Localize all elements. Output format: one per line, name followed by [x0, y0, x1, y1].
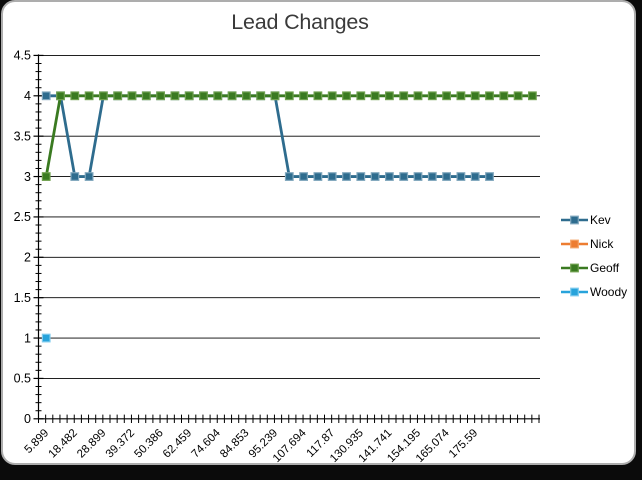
axes[interactable] — [33, 54, 541, 423]
series-marker — [385, 172, 394, 181]
series-marker — [227, 91, 237, 101]
legend-label: Woody — [590, 284, 628, 299]
legend-swatch-icon — [561, 215, 588, 224]
series-marker — [485, 172, 494, 181]
series-marker — [184, 91, 194, 101]
series-marker — [98, 91, 108, 101]
x-axis-label: 74.604 — [190, 427, 224, 461]
series-marker — [442, 91, 451, 101]
series-marker — [41, 91, 51, 101]
series-marker — [527, 91, 537, 101]
legend-label: Nick — [590, 236, 614, 251]
series-marker — [499, 91, 509, 101]
series-marker — [284, 172, 294, 181]
series-marker — [413, 91, 423, 101]
y-axis-label: 1 — [24, 331, 31, 345]
chart-legend: Kev Nick Geoff Woody — [561, 213, 639, 309]
y-axis-label: 4.5 — [14, 49, 31, 63]
y-axis-label: 3 — [24, 170, 31, 184]
series-marker — [242, 91, 251, 101]
y-axis-labels[interactable]: 0 0.5 1 1.5 2 2.5 3 3.5 4 4.5 — [14, 49, 31, 426]
series-marker — [427, 91, 437, 101]
series-marker — [327, 172, 337, 181]
legend-label: Kev — [590, 212, 611, 227]
y-axis-label: 1.5 — [14, 291, 31, 305]
x-axis-labels[interactable]: 5.89918.48228.89939.37250.38662.45974.60… — [22, 427, 480, 465]
x-axis-label: 50.386 — [132, 427, 165, 460]
series-marker — [370, 91, 380, 101]
series-marker — [70, 172, 80, 181]
series-marker — [342, 91, 351, 101]
series-marker — [399, 91, 409, 101]
series-marker — [370, 172, 380, 181]
y-axis-label: 0.5 — [14, 372, 31, 386]
series-marker — [41, 172, 51, 181]
series-marker — [456, 172, 466, 181]
chart-title[interactable]: Lead Changes — [231, 10, 369, 34]
legend-item-nick[interactable]: Nick — [561, 236, 639, 251]
x-axis-label: 62.459 — [161, 427, 194, 460]
series-marker — [399, 172, 409, 181]
series-marker — [70, 91, 80, 101]
series-marker — [127, 91, 137, 101]
series-marker — [342, 172, 351, 181]
x-axis-label: 39.372 — [104, 427, 137, 460]
series-marker — [299, 172, 308, 181]
series-marker — [442, 172, 451, 181]
series-marker — [156, 91, 166, 101]
y-axis-label: 0 — [24, 412, 31, 426]
y-axis-label: 2.5 — [14, 210, 31, 224]
plot-area[interactable] — [39, 51, 541, 422]
series-marker — [356, 172, 366, 181]
legend-swatch-icon — [561, 239, 588, 248]
y-axis-label: 2 — [24, 251, 31, 265]
legend-label: Geoff — [590, 260, 620, 275]
series-marker — [313, 172, 323, 181]
series-marker — [213, 91, 223, 101]
series-marker — [299, 91, 308, 101]
series-marker — [427, 172, 437, 181]
legend-item-woody[interactable]: Woody — [561, 284, 639, 299]
series-marker — [470, 91, 480, 101]
x-axis-label: 28.899 — [75, 427, 108, 460]
series-marker — [141, 91, 151, 101]
series-marker — [456, 91, 466, 101]
series-marker — [84, 172, 94, 181]
series-marker — [327, 91, 337, 101]
series-marker — [56, 91, 65, 101]
series-marker — [470, 172, 480, 181]
x-axis-label: 84.853 — [218, 427, 251, 460]
x-axis-label: 18.482 — [47, 427, 80, 460]
series-marker — [313, 91, 323, 101]
legend-item-kev[interactable]: Kev — [561, 212, 639, 227]
series-marker — [170, 91, 180, 101]
series-marker — [113, 91, 123, 101]
series-marker — [413, 172, 423, 181]
series-marker — [485, 91, 494, 101]
series-marker — [84, 91, 94, 101]
series-marker — [356, 91, 366, 101]
series-marker — [513, 91, 523, 101]
series-marker — [199, 91, 208, 101]
y-axis-label: 4 — [24, 89, 31, 103]
legend-swatch-icon — [561, 287, 588, 296]
series-marker — [270, 91, 280, 101]
y-axis-label: 3.5 — [14, 129, 31, 143]
chart-card — [1, 0, 636, 465]
x-axis-label: 175.59 — [447, 427, 480, 460]
series-marker — [284, 91, 294, 101]
series-geoff[interactable] — [41, 91, 537, 181]
series-woody[interactable] — [41, 333, 51, 343]
legend-swatch-icon — [561, 263, 588, 272]
series-marker — [256, 91, 266, 101]
series-marker — [41, 333, 51, 343]
series-marker — [385, 91, 394, 101]
legend-item-geoff[interactable]: Geoff — [561, 260, 639, 275]
